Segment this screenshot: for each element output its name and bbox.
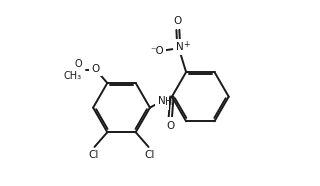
Text: +: +	[183, 40, 189, 49]
Text: N: N	[158, 96, 166, 106]
Text: N: N	[176, 42, 184, 52]
Text: ⁻O: ⁻O	[150, 46, 164, 56]
Text: H: H	[164, 97, 172, 107]
Text: O: O	[174, 16, 182, 26]
Text: O
CH₃: O CH₃	[64, 60, 82, 81]
Text: O: O	[166, 121, 174, 131]
Text: Cl: Cl	[144, 150, 155, 160]
Text: O: O	[91, 64, 100, 74]
Text: Cl: Cl	[88, 150, 99, 160]
